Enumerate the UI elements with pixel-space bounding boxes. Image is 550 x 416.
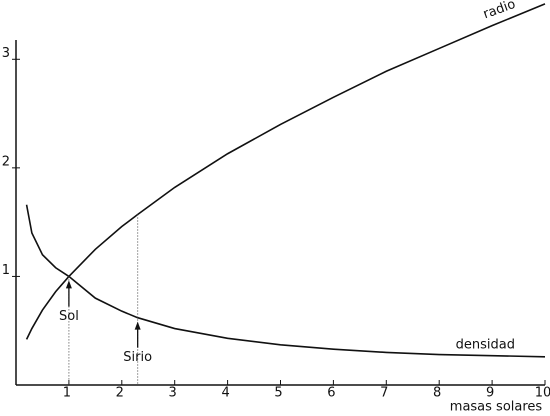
curve	[25, 3, 546, 340]
y-tick-label: 1	[2, 263, 10, 278]
x-tick-label: 7	[380, 386, 388, 401]
x-axis-label: masas solares	[450, 400, 543, 415]
curve-label: radio	[481, 0, 517, 22]
arrow-head	[65, 280, 72, 289]
annotation: Sol	[59, 309, 79, 324]
y-tick-label: 3	[2, 46, 10, 61]
x-tick-label: 2	[116, 386, 124, 401]
x-tick-label: 1	[63, 386, 71, 401]
x-tick-label: 3	[169, 386, 177, 401]
x-tick-label: 4	[221, 386, 229, 401]
x-tick-label: 9	[486, 386, 494, 401]
x-tick-label: 5	[274, 386, 282, 401]
x-tick-label: 6	[327, 386, 335, 401]
y-tick-label: 2	[2, 154, 10, 169]
curve-label: densidad	[456, 337, 515, 352]
curve	[25, 204, 546, 358]
x-tick-label: 10	[535, 386, 550, 401]
x-tick-label: 8	[433, 386, 441, 401]
arrow-head	[134, 321, 141, 330]
annotation: Sirio	[123, 350, 152, 365]
